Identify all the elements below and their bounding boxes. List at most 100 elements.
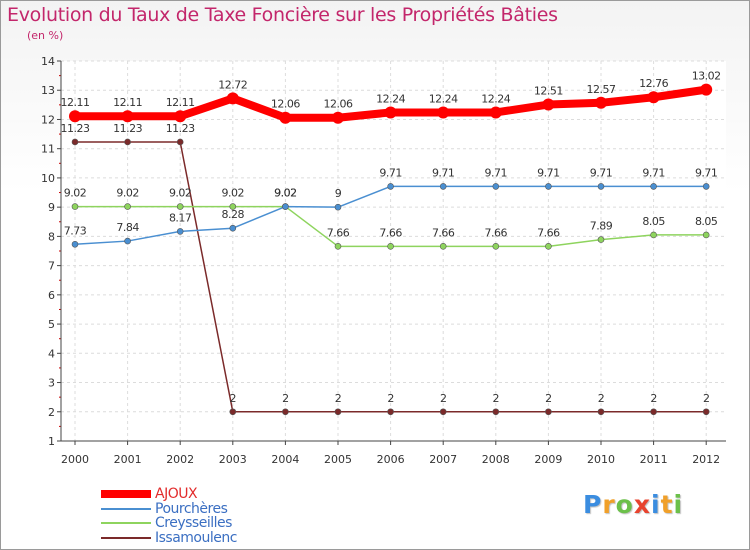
data-point (439, 408, 447, 416)
data-label: 2 (282, 392, 289, 405)
data-label: 12.24 (376, 92, 405, 105)
y-tick-label: 8 (48, 230, 55, 243)
y-tick-label: 2 (48, 406, 55, 419)
logo-letter: x (633, 490, 651, 519)
data-label: 12.24 (481, 92, 510, 105)
data-point (121, 110, 134, 123)
data-point (282, 203, 289, 210)
legend-item: Creysseilles (101, 516, 232, 530)
data-point (597, 183, 605, 190)
x-tick-label: 2009 (534, 453, 562, 466)
data-label: 9.71 (537, 166, 560, 179)
chart-subtitle: (en %) (27, 29, 64, 42)
data-point (124, 203, 131, 210)
data-point (176, 138, 184, 146)
x-tick-label: 2003 (219, 453, 247, 466)
data-label: 9.02 (64, 187, 87, 200)
x-tick-label: 2000 (61, 453, 89, 466)
data-point (226, 92, 239, 105)
y-tick-label: 6 (48, 289, 55, 302)
data-label: 2 (335, 392, 342, 405)
data-label: 9.02 (169, 187, 192, 200)
data-point (69, 110, 81, 123)
x-tick-label: 2004 (271, 453, 299, 466)
legend-label: AJOUX (155, 486, 198, 502)
plot-area (61, 61, 726, 441)
data-point (229, 203, 237, 210)
data-point (71, 203, 79, 210)
data-label: 11.23 (61, 122, 90, 135)
data-point (650, 183, 657, 190)
legend-label: Pourchères (155, 501, 228, 517)
x-tick-label: 2005 (324, 453, 352, 466)
data-label: 2 (545, 392, 552, 405)
data-point (174, 110, 187, 123)
data-label: 2 (703, 392, 710, 405)
legend-label: Issamoulenc (155, 530, 237, 546)
data-label: 11.23 (166, 122, 195, 135)
data-label: 9.71 (695, 166, 718, 179)
data-point (650, 231, 657, 239)
data-point (489, 106, 502, 119)
data-label: 2 (493, 392, 500, 405)
chart-title: Evolution du Taux de Taxe Foncière sur l… (7, 4, 558, 26)
data-point (597, 408, 605, 416)
logo-letter: i (673, 490, 684, 519)
data-label: 2 (387, 392, 394, 405)
data-label: 12.11 (61, 96, 90, 109)
y-tick-label: 10 (41, 172, 55, 185)
data-label: 2 (598, 392, 605, 405)
data-label: 9.02 (274, 187, 297, 200)
data-point (647, 91, 660, 104)
data-label: 12.06 (271, 98, 300, 111)
y-tick-label: 5 (48, 318, 55, 331)
data-label: 12.72 (218, 78, 247, 91)
logo-letter: o (615, 490, 634, 519)
x-tick-label: 2001 (114, 453, 142, 466)
data-point (597, 236, 605, 243)
y-tick-label: 1 (48, 435, 55, 448)
data-label: 12.57 (587, 83, 616, 96)
legend-item: Issamoulenc (101, 531, 237, 545)
data-point (71, 138, 79, 146)
data-point (492, 408, 500, 416)
data-label: 7.66 (432, 226, 455, 239)
x-tick-label: 2011 (640, 453, 668, 466)
data-point (176, 203, 184, 210)
data-label: 9 (335, 187, 342, 200)
logo-letter: r (602, 490, 616, 519)
data-label: 8.17 (169, 211, 192, 224)
y-tick-label: 14 (41, 55, 55, 68)
data-point (71, 240, 79, 248)
y-tick-label: 7 (48, 260, 55, 273)
data-label: 2 (440, 392, 447, 405)
data-point (700, 83, 713, 96)
legend-swatch (101, 522, 151, 524)
data-point (282, 408, 289, 416)
data-point (334, 408, 342, 416)
data-point (334, 243, 342, 250)
y-tick-label: 9 (48, 201, 55, 214)
y-tick-label: 13 (41, 84, 55, 97)
data-point (702, 183, 710, 190)
data-label: 7.66 (485, 226, 508, 239)
data-point (545, 183, 552, 190)
data-point (229, 408, 237, 416)
data-point (387, 183, 394, 190)
data-point (279, 111, 292, 124)
data-label: 8.05 (642, 215, 665, 228)
data-label: 12.11 (166, 96, 195, 109)
data-point (595, 96, 607, 109)
data-point (229, 224, 237, 232)
data-label: 7.66 (327, 226, 350, 239)
legend-swatch (101, 508, 151, 510)
data-point (124, 237, 131, 245)
data-label: 9.02 (222, 187, 245, 200)
data-point (124, 138, 131, 146)
y-tick-label: 3 (48, 377, 55, 390)
x-tick-label: 2002 (166, 453, 194, 466)
y-tick-label: 12 (41, 113, 55, 126)
data-label: 7.84 (116, 221, 139, 234)
x-tick-label: 2006 (377, 453, 405, 466)
